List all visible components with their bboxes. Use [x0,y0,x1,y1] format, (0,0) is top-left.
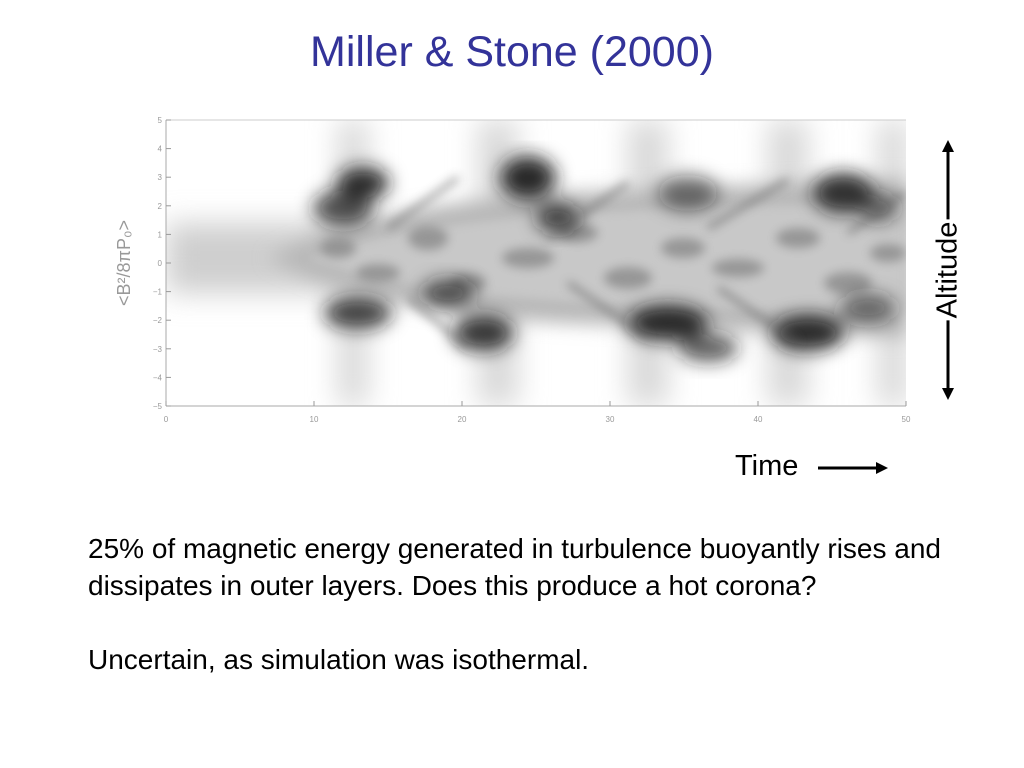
x-tick-label: 0 [164,415,169,424]
y-tick-label: −2 [153,316,163,325]
y-ticks: 5 4 3 2 1 0 −1 −2 −3 −4 −5 [153,116,171,411]
y-tick-label: −5 [153,402,163,411]
y-tick-label: 2 [158,202,163,211]
y-tick-label: 5 [158,116,163,125]
x-tick-label: 40 [754,415,763,424]
paragraph-finding: 25% of magnetic energy generated in turb… [88,533,941,601]
y-tick-label: −4 [153,373,163,382]
y-tick-label: −3 [153,345,163,354]
time-arrow [818,462,888,474]
y-tick-label: 3 [158,173,163,182]
y-axis-label: <B²/8πP₀> [114,220,134,306]
x-tick-label: 20 [458,415,467,424]
x-tick-label: 30 [606,415,615,424]
altitude-indicator: Altitude [920,140,976,400]
y-tick-label: −1 [153,288,163,297]
y-tick-label: 1 [158,230,163,239]
time-label: Time [735,450,799,482]
density-image [166,120,906,406]
y-tick-label: 0 [158,259,163,268]
altitude-label: Altitude [931,219,964,321]
y-tick-label: 4 [158,145,163,154]
slide-title: Miller & Stone (2000) [310,28,714,76]
x-tick-label: 10 [310,415,319,424]
x-ticks: 0 10 20 30 40 50 [164,401,911,424]
x-tick-label: 50 [902,415,911,424]
body-text: 25% of magnetic energy generated in turb… [88,530,998,678]
paragraph-conclusion: Uncertain, as simulation was isothermal. [88,644,590,675]
